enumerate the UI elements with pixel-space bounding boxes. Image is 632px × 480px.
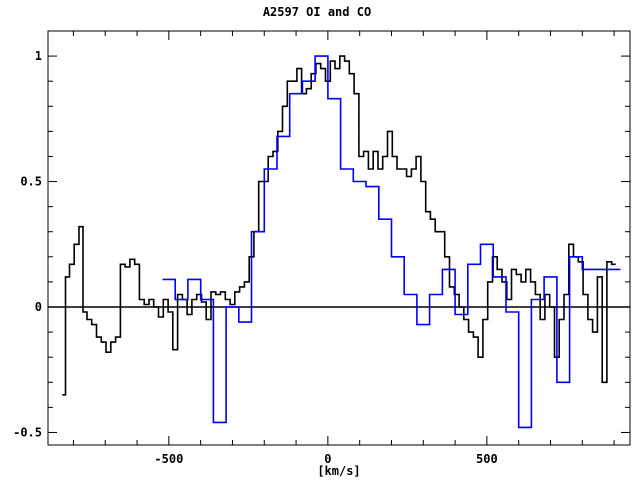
y-tick-label: -0.5 [13,425,42,439]
y-tick-label: 0.5 [20,175,42,189]
y-tick-label: 1 [35,49,42,63]
series-line-2 [162,55,621,429]
plot-frame [47,30,631,446]
y-tick-label: 0 [35,300,42,314]
x-tick-label: 0 [324,452,331,466]
x-axis-label: [km/s] [317,464,360,478]
series-line-1 [62,55,616,396]
x-tick-label: -500 [154,452,183,466]
x-tick-label: 500 [476,452,498,466]
chart-title: A2597 OI and CO [263,5,371,19]
